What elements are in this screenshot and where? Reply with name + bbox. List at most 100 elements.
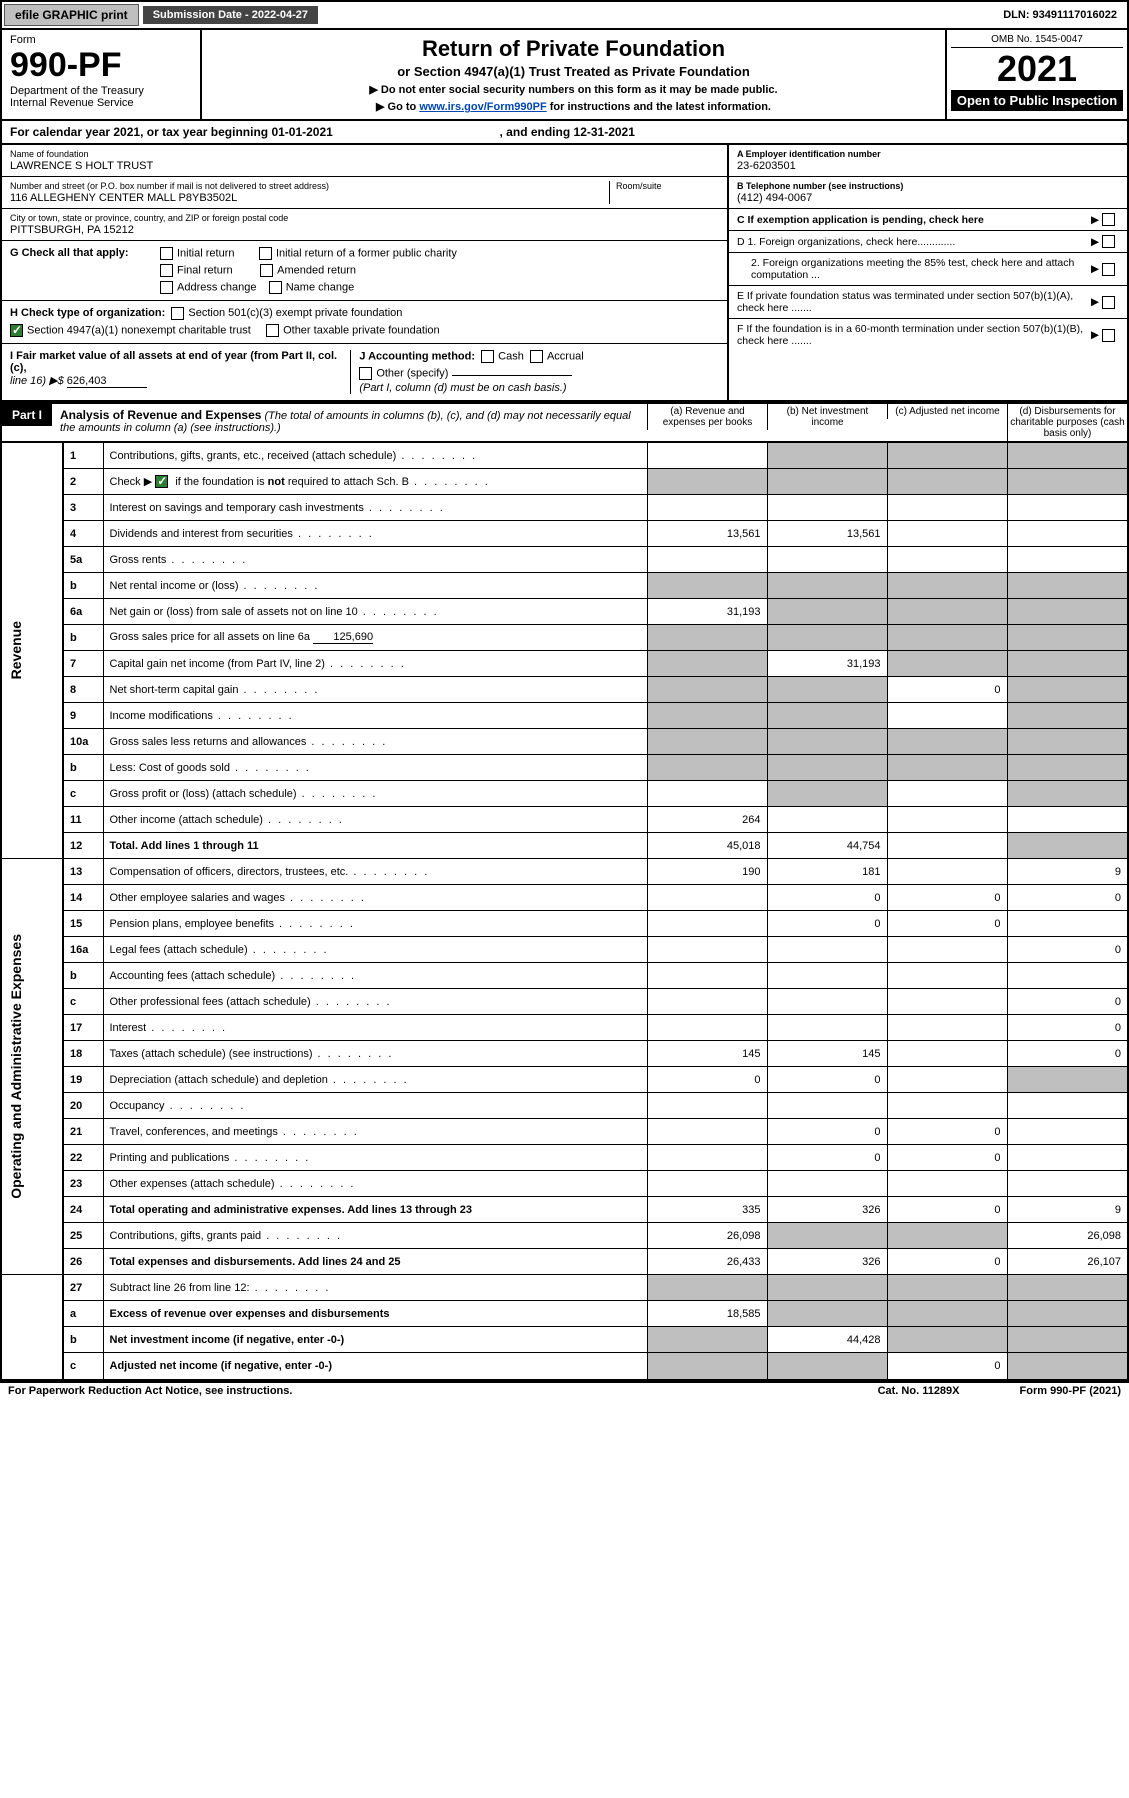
amount-cell — [887, 1171, 1007, 1197]
amount-cell — [767, 495, 887, 521]
amount-cell — [887, 495, 1007, 521]
efile-print-button[interactable]: efile GRAPHIC print — [4, 4, 139, 26]
amount-cell — [1007, 755, 1127, 781]
line-desc: Subtract line 26 from line 12: — [103, 1275, 647, 1301]
line-number: 15 — [63, 911, 103, 937]
amount-cell — [647, 443, 767, 469]
table-row: bAccounting fees (attach schedule) — [2, 963, 1127, 989]
line-desc: Other professional fees (attach schedule… — [103, 989, 647, 1015]
line-desc: Total operating and administrative expen… — [103, 1197, 647, 1223]
line-desc: Interest on savings and temporary cash i… — [103, 495, 647, 521]
amount-cell — [887, 781, 1007, 807]
amount-cell — [767, 469, 887, 495]
amount-cell — [647, 1145, 767, 1171]
line-number: 4 — [63, 521, 103, 547]
submission-date: Submission Date - 2022-04-27 — [143, 6, 318, 24]
amount-cell — [1007, 1275, 1127, 1301]
amount-cell — [1007, 651, 1127, 677]
e-checkbox[interactable] — [1102, 296, 1115, 309]
analysis-table: Revenue1Contributions, gifts, grants, et… — [2, 442, 1127, 1379]
foundation-name-row: Name of foundation LAWRENCE S HOLT TRUST — [2, 145, 727, 177]
amount-cell — [767, 729, 887, 755]
line-number: b — [63, 755, 103, 781]
amount-cell — [1007, 443, 1127, 469]
amount-cell — [767, 1223, 887, 1249]
initial-former-checkbox[interactable] — [259, 247, 272, 260]
amount-cell: 0 — [887, 1145, 1007, 1171]
final-return-checkbox[interactable] — [160, 264, 173, 277]
form-subtitle: or Section 4947(a)(1) Trust Treated as P… — [212, 64, 935, 79]
goto-note: ▶ Go to www.irs.gov/Form990PF for instru… — [212, 100, 935, 113]
ein-row: A Employer identification number 23-6203… — [729, 145, 1127, 177]
d1-checkbox[interactable] — [1102, 235, 1115, 248]
amount-cell — [647, 911, 767, 937]
col-d-head: (d) Disbursements for charitable purpose… — [1007, 404, 1127, 441]
table-row: 15Pension plans, employee benefits00 — [2, 911, 1127, 937]
name-change-checkbox[interactable] — [269, 281, 282, 294]
line-number: b — [63, 963, 103, 989]
line-number: 23 — [63, 1171, 103, 1197]
line-number: 10a — [63, 729, 103, 755]
amount-cell: 26,098 — [647, 1223, 767, 1249]
amount-cell — [887, 625, 1007, 651]
c-checkbox[interactable] — [1102, 213, 1115, 226]
amount-cell — [887, 1041, 1007, 1067]
initial-return-checkbox[interactable] — [160, 247, 173, 260]
amount-cell — [647, 885, 767, 911]
amount-cell — [1007, 469, 1127, 495]
amount-cell — [887, 1275, 1007, 1301]
other-method-checkbox[interactable] — [359, 367, 372, 380]
accrual-checkbox[interactable] — [530, 350, 543, 363]
line-desc: Gross sales price for all assets on line… — [103, 625, 647, 651]
line-number: 17 — [63, 1015, 103, 1041]
amount-cell: 26,433 — [647, 1249, 767, 1275]
c-row: C If exemption application is pending, c… — [729, 209, 1127, 231]
line-desc: Travel, conferences, and meetings — [103, 1119, 647, 1145]
table-row: cGross profit or (loss) (attach schedule… — [2, 781, 1127, 807]
instructions-link[interactable]: www.irs.gov/Form990PF — [419, 101, 546, 113]
table-row: cOther professional fees (attach schedul… — [2, 989, 1127, 1015]
amount-cell: 26,098 — [1007, 1223, 1127, 1249]
d2-checkbox[interactable] — [1102, 263, 1115, 276]
line-number: 21 — [63, 1119, 103, 1145]
amount-cell — [647, 729, 767, 755]
4947a1-checkbox[interactable] — [10, 324, 23, 337]
table-row: 10aGross sales less returns and allowanc… — [2, 729, 1127, 755]
line-desc: Other income (attach schedule) — [103, 807, 647, 833]
table-row: 18Taxes (attach schedule) (see instructi… — [2, 1041, 1127, 1067]
revenue-side-label: Revenue — [2, 443, 63, 859]
amount-cell — [647, 625, 767, 651]
line-desc: Contributions, gifts, grants paid — [103, 1223, 647, 1249]
table-row: 6aNet gain or (loss) from sale of assets… — [2, 599, 1127, 625]
other-taxable-checkbox[interactable] — [266, 324, 279, 337]
form-number-cell: Form 990-PF Department of the Treasury I… — [2, 30, 202, 119]
f-checkbox[interactable] — [1102, 329, 1115, 342]
line-desc: Interest — [103, 1015, 647, 1041]
amount-cell — [887, 521, 1007, 547]
amount-cell — [767, 1093, 887, 1119]
col-c-head: (c) Adjusted net income — [887, 404, 1007, 419]
table-row: bNet rental income or (loss) — [2, 573, 1127, 599]
amended-return-checkbox[interactable] — [260, 264, 273, 277]
cash-checkbox[interactable] — [481, 350, 494, 363]
table-row: 23Other expenses (attach schedule) — [2, 1171, 1127, 1197]
amount-cell — [767, 625, 887, 651]
header-row: Form 990-PF Department of the Treasury I… — [2, 30, 1127, 121]
amount-cell — [887, 1093, 1007, 1119]
line-desc: Net short-term capital gain — [103, 677, 647, 703]
line-desc: Accounting fees (attach schedule) — [103, 963, 647, 989]
amount-cell — [1007, 1327, 1127, 1353]
amount-cell — [647, 1327, 767, 1353]
amount-cell: 0 — [767, 1119, 887, 1145]
omb-number: OMB No. 1545-0047 — [951, 34, 1123, 48]
line-desc: Depreciation (attach schedule) and deple… — [103, 1067, 647, 1093]
amount-cell — [767, 989, 887, 1015]
501c3-checkbox[interactable] — [171, 307, 184, 320]
amount-cell — [887, 833, 1007, 859]
line-number: 7 — [63, 651, 103, 677]
amount-cell — [647, 677, 767, 703]
line-desc: Capital gain net income (from Part IV, l… — [103, 651, 647, 677]
amount-cell — [767, 1353, 887, 1379]
schb-checkbox[interactable] — [155, 475, 168, 488]
address-change-checkbox[interactable] — [160, 281, 173, 294]
